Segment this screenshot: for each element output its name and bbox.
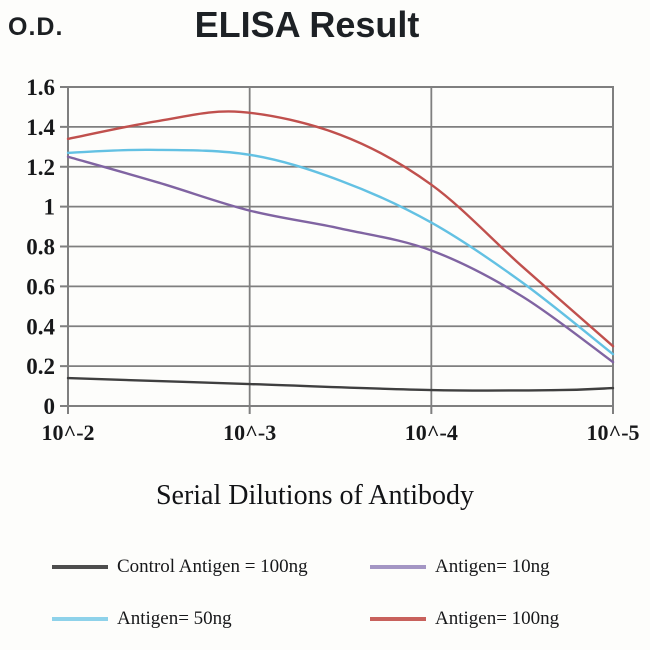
legend-swatch-antigen-50ng [52, 617, 108, 621]
series-line-0 [66, 376, 615, 392]
x-tick-label: 10^-3 [223, 420, 276, 445]
legend-swatch-antigen-100ng [370, 617, 426, 621]
legend-label: Antigen= 50ng [117, 608, 232, 629]
series-line-3 [66, 110, 615, 348]
legend-label: Antigen= 10ng [435, 556, 550, 577]
y-tick-label: 0.2 [26, 354, 55, 379]
x-axis-title: Serial Dilutions of Antibody [155, 480, 475, 511]
y-axis-unit-label: O.D. [8, 13, 64, 41]
y-tick-label: 1 [44, 195, 56, 220]
y-tick-label: 0 [44, 394, 56, 419]
x-tick-label: 10^-2 [41, 420, 94, 445]
legend-swatch-antigen-10ng [370, 565, 426, 569]
legend-swatch-control-antigen [52, 565, 108, 569]
legend-item-control-antigen: Control Antigen = 100ng [52, 556, 370, 578]
y-tick-label: 0.8 [26, 235, 55, 260]
x-tick-label: 10^-5 [586, 420, 639, 445]
x-tick-label: 10^-4 [405, 420, 458, 445]
plot-area: 0 0.2 0.4 0.6 0.8 1 1.2 1.4 1.6 10^-2 10^-3 10^-4 10… [26, 75, 639, 445]
y-tick-label: 1.6 [26, 75, 55, 100]
legend-item-antigen-100ng: Antigen= 100ng [370, 608, 622, 630]
plot-border [67, 86, 614, 407]
legend-label: Antigen= 100ng [435, 608, 560, 629]
legend-label: Control Antigen = 100ng [117, 556, 308, 577]
chart-title: ELISA Result [194, 4, 420, 45]
y-tick-label: 0.4 [26, 314, 55, 339]
legend-item-antigen-50ng: Antigen= 50ng [52, 608, 370, 630]
y-tick-label: 0.6 [26, 274, 55, 299]
legend-item-antigen-10ng: Antigen= 10ng [370, 556, 622, 578]
y-tick-label: 1.2 [26, 155, 55, 180]
legend: Control Antigen = 100ng Antigen= 10ng An… [52, 556, 622, 630]
series-line-2 [66, 148, 615, 356]
series-line-1 [66, 155, 615, 364]
y-tick-label: 1.4 [26, 115, 55, 140]
